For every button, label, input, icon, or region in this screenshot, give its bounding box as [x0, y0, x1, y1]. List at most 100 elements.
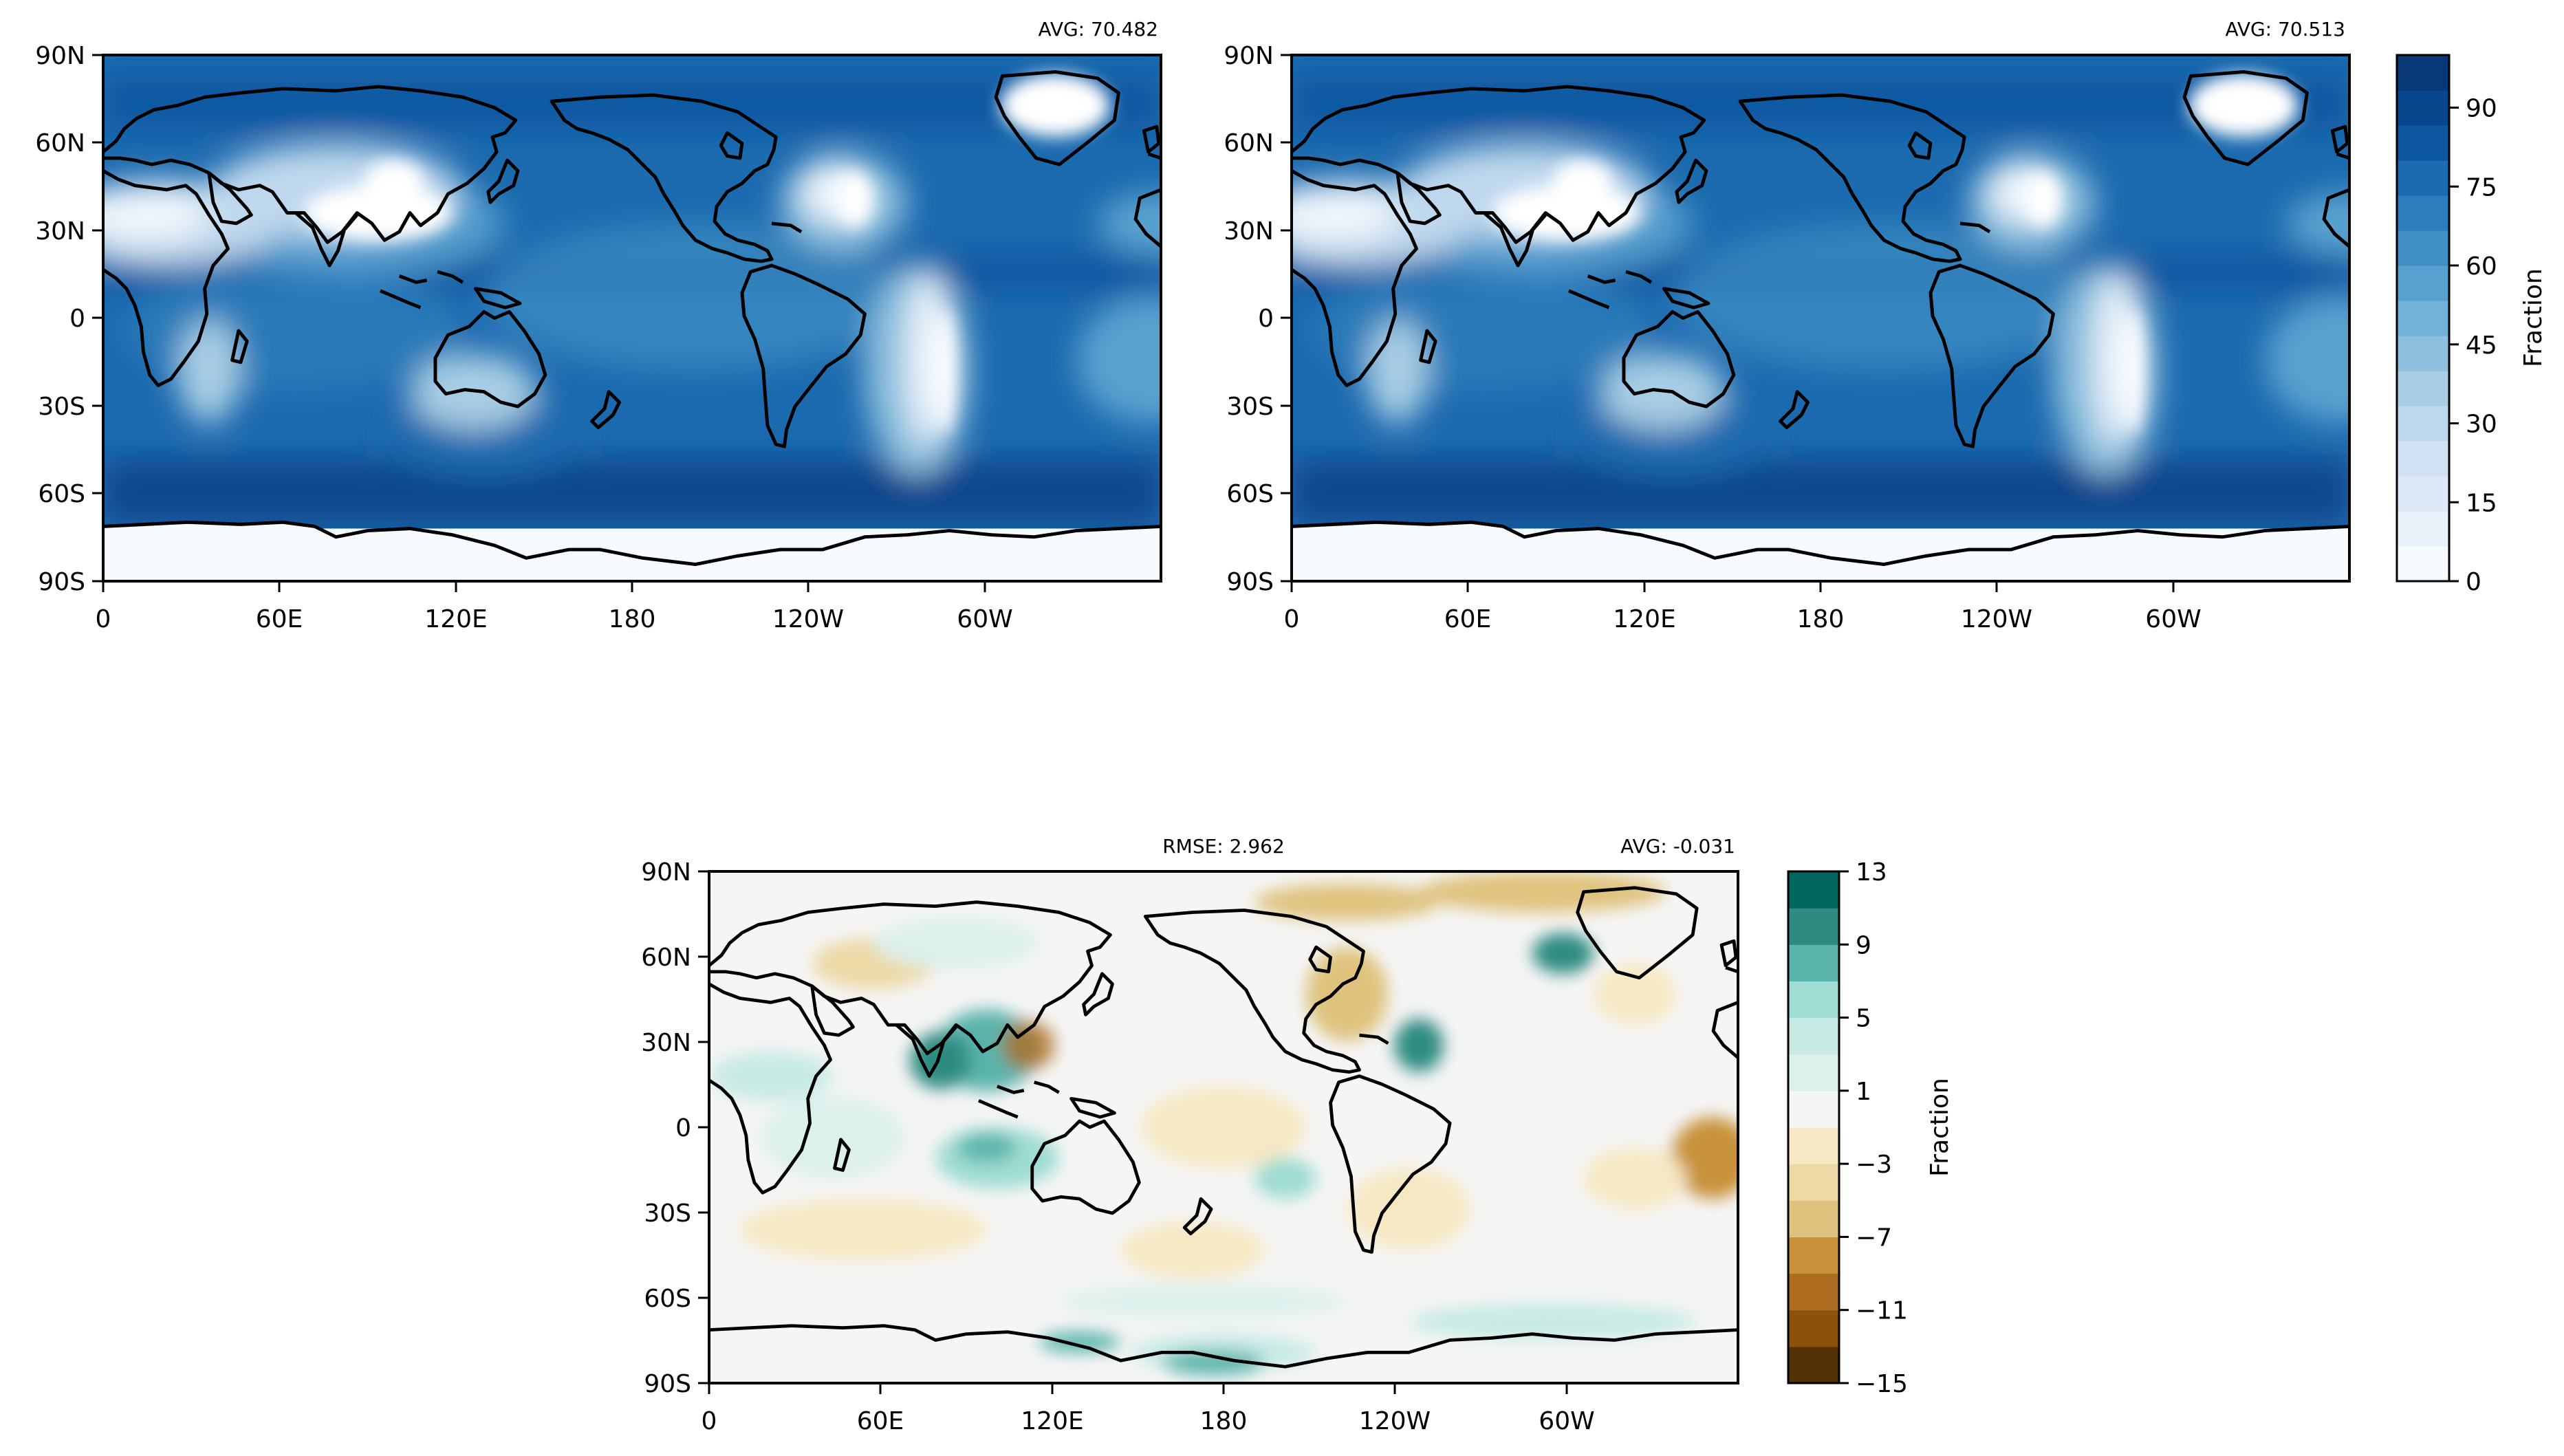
colorbar-swatch [2397, 125, 2449, 161]
y-tick: 60N [35, 129, 103, 157]
colorbar-swatch [1788, 1200, 1839, 1238]
y-tick: 30S [1226, 393, 1292, 421]
y-tick-label: 60S [38, 480, 85, 508]
y-tick-label: 0 [1258, 305, 1274, 333]
y-tick: 30N [641, 1029, 709, 1057]
x-tick: 0 [1284, 581, 1300, 633]
y-axis: 90N 60N 30N 0 30S 60S 90S [35, 42, 103, 596]
x-tick-label: 120W [772, 605, 844, 633]
colorbar-tick-label: 1 [1856, 1078, 1871, 1106]
x-tick: 120E [1613, 581, 1676, 633]
colorbar-tick-label: −15 [1856, 1370, 1908, 1398]
colorbar-tick-label: 90 [2466, 95, 2497, 123]
y-tick: 90N [35, 42, 103, 70]
y-tick-label: 0 [69, 305, 85, 333]
colorbar-swatch [2397, 55, 2449, 91]
colorbar-swatch [2397, 336, 2449, 371]
colorbar-tick-label: −3 [1856, 1151, 1892, 1179]
colorbar-swatch [1788, 1054, 1839, 1091]
x-tick: 60W [957, 581, 1013, 633]
x-tick: 60W [1539, 1383, 1595, 1435]
colorbar-tick-label: 13 [1856, 858, 1887, 887]
y-tick-label: 60N [1224, 129, 1274, 157]
colorbar-swatch [1788, 1090, 1839, 1128]
y-tick: 90S [38, 568, 103, 596]
y-tick: 60N [1224, 129, 1292, 157]
x-tick-label: 60W [1539, 1407, 1594, 1435]
colorbar-tick-label: 0 [2466, 568, 2481, 596]
colorbar-tick-label: 45 [2466, 332, 2497, 360]
x-axis: 0 60E 120E 180 120W 60W [96, 581, 1013, 633]
y-tick: 90N [641, 858, 709, 887]
colorbar-label: Fraction [1926, 1078, 1954, 1177]
y-tick: 90S [644, 1370, 709, 1398]
colorbar-swatch [1788, 981, 1839, 1019]
x-tick: 120E [1021, 1383, 1084, 1435]
x-tick-label: 0 [96, 605, 111, 633]
y-tick-label: 90N [35, 42, 85, 70]
colorbar-swatch [2397, 511, 2449, 547]
y-tick: 90S [1226, 568, 1292, 596]
colorbar-swatch [1788, 871, 1839, 909]
x-tick: 120W [1359, 1383, 1431, 1435]
x-tick-label: 120E [1021, 1407, 1083, 1435]
y-tick: 60S [644, 1285, 709, 1313]
avg-label: AVG: 70.513 [2225, 18, 2345, 41]
x-tick: 60E [1444, 581, 1491, 633]
colorbar-bottom: −15 −11 −7 −3 1 5 9 13 Fraction [1787, 858, 1954, 1398]
map-panel-top-left: AVG: 70.482 0 60E 120E 180 120W 60W 90N … [35, 18, 1224, 633]
y-tick-label: 30N [1224, 217, 1274, 246]
x-tick: 180 [1797, 581, 1845, 633]
colorbar-swatch [2397, 160, 2449, 196]
colorbar-swatch [1788, 908, 1839, 945]
y-axis: 90N 60N 30N 0 30S 60S 90S [1224, 42, 1292, 596]
y-tick: 60S [38, 480, 103, 508]
colorbar-swatch [2397, 476, 2449, 512]
colorbar-swatch [1788, 1237, 1839, 1274]
y-tick-label: 90S [38, 568, 85, 596]
colorbar-swatch [1788, 1346, 1839, 1384]
colorbar-swatch [2397, 301, 2449, 336]
x-tick-label: 120E [1613, 605, 1675, 633]
colorbar-label: Fraction [2519, 268, 2547, 367]
x-tick: 60E [256, 581, 303, 633]
colorbar-tick-label: 75 [2466, 173, 2497, 202]
x-tick-label: 180 [1797, 605, 1845, 633]
y-tick: 30N [1224, 217, 1292, 246]
x-tick: 0 [702, 1383, 717, 1435]
colorbar-swatch [2397, 371, 2449, 406]
x-tick: 180 [609, 581, 655, 633]
colorbar-tick-label: −11 [1856, 1297, 1908, 1325]
colorbar-swatch [1788, 1017, 1839, 1055]
y-tick-label: 90S [1226, 568, 1274, 596]
x-tick-label: 0 [702, 1407, 717, 1435]
colorbar-swatch [2397, 230, 2449, 266]
colorbar-swatch [2397, 546, 2449, 582]
x-tick-label: 60E [857, 1407, 904, 1435]
y-tick-label: 60N [35, 129, 85, 157]
y-tick: 0 [675, 1114, 709, 1142]
y-tick-label: 60S [1226, 480, 1274, 508]
colorbar-swatch [2397, 441, 2449, 477]
y-tick-label: 30S [38, 393, 85, 421]
map-plot-area [50, 55, 1224, 581]
y-tick-label: 0 [675, 1114, 691, 1142]
colorbar-swatch [1788, 944, 1839, 982]
y-tick-label: 30S [644, 1199, 691, 1228]
avg-label: AVG: -0.031 [1620, 835, 1735, 858]
colorbar-top: 0 15 30 45 60 75 90 Fraction [2395, 54, 2547, 596]
map-panel-difference: RMSE: 2.962 AVG: -0.031 0 60E 120E 180 1… [641, 835, 1739, 1435]
colorbar-swatch [2397, 265, 2449, 301]
x-tick: 120E [424, 581, 488, 633]
colorbar-swatch [1788, 1273, 1839, 1311]
x-tick-label: 0 [1284, 605, 1300, 633]
colorbar-swatch [2397, 406, 2449, 442]
colorbar-swatch [1788, 1164, 1839, 1201]
x-tick: 60W [2145, 581, 2202, 633]
x-axis: 0 60E 120E 180 120W 60W [702, 1383, 1595, 1435]
colorbar-swatch [1788, 1127, 1839, 1164]
x-tick-label: 120W [1359, 1407, 1431, 1435]
y-tick-label: 60N [641, 944, 691, 972]
colorbar-tick-label: 60 [2466, 252, 2497, 281]
x-tick: 60E [857, 1383, 904, 1435]
